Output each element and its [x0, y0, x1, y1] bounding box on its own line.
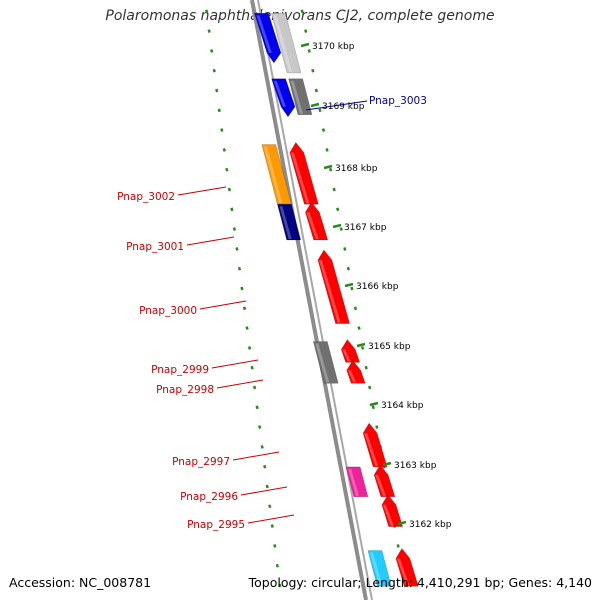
gene-feature-shading: [273, 80, 286, 107]
gene-feature-shading: [348, 468, 359, 496]
scale-tick: [356, 342, 366, 348]
gene-feature-shading: [315, 343, 330, 383]
gene-feature-shading: [290, 152, 310, 204]
gene-label-text[interactable]: Pnap_3001: [126, 241, 184, 253]
gene-feature[interactable]: [340, 338, 361, 363]
gene-label-text[interactable]: Pnap_2999: [151, 364, 209, 376]
gene-label-text[interactable]: Pnap_3003: [369, 95, 427, 107]
gene-label-pnap-2996[interactable]: Pnap_2996: [180, 486, 288, 503]
topology-text: Topology: circular; Length: 4,410,291 bp…: [248, 575, 592, 590]
gene-feature[interactable]: [395, 547, 419, 587]
gene-label-text[interactable]: Pnap_2996: [180, 491, 238, 503]
accession-text: Accession: NC_008781: [9, 575, 152, 590]
gene-feature-shading: [364, 433, 379, 466]
scale-label: 3169 kbp: [322, 102, 365, 112]
leader-line: [186, 236, 235, 246]
scale-label: 3164 kbp: [381, 401, 424, 411]
gene-feature[interactable]: [253, 12, 282, 64]
gene-label-pnap-3003[interactable]: Pnap_3003: [305, 95, 427, 111]
scale-tick: [344, 282, 354, 288]
scale-label: 3166 kbp: [356, 282, 399, 292]
gene-feature-shading: [347, 370, 357, 383]
leader-line: [177, 186, 227, 196]
scale-tick: [300, 42, 310, 48]
gene-label-text[interactable]: Pnap_3002: [117, 191, 175, 203]
gene-label-pnap-3000[interactable]: Pnap_3000: [139, 300, 247, 317]
leader-line: [199, 300, 247, 310]
scale-label: 3165 kbp: [368, 342, 411, 352]
gene-label-pnap-2999[interactable]: Pnap_2999: [151, 359, 259, 376]
gene-feature[interactable]: [288, 78, 313, 115]
gene-feature[interactable]: [373, 464, 396, 498]
gene-label-text[interactable]: Pnap_2997: [172, 456, 230, 468]
genome-backbone: [250, 0, 373, 600]
scale-label: 3167 kbp: [344, 223, 387, 233]
gene-feature-shading: [263, 146, 283, 204]
scale-tick: [369, 401, 379, 407]
gene-feature[interactable]: [289, 141, 319, 205]
leader-line: [247, 514, 295, 524]
scale-labels: 3170 kbp 3169 kbp 3168 kbp 3167 kbp 3166…: [300, 42, 452, 530]
gene-label-text[interactable]: Pnap_3000: [139, 305, 197, 317]
leader-line: [305, 100, 368, 111]
gene-feature[interactable]: [312, 341, 339, 384]
gene-feature-shading: [306, 212, 319, 239]
gene-feature[interactable]: [317, 249, 350, 324]
gene-feature-shading: [256, 15, 272, 53]
gene-feature[interactable]: [345, 466, 369, 498]
scale-tick: [310, 102, 320, 108]
scale-label: 3163 kbp: [394, 461, 437, 471]
gene-feature[interactable]: [381, 494, 404, 527]
leader-line: [240, 486, 288, 496]
leader-line: [232, 451, 280, 461]
gene-feature[interactable]: [362, 422, 388, 468]
gene-feature[interactable]: [346, 359, 366, 384]
gene-feature-shading: [369, 552, 383, 586]
scale-label: 3168 kbp: [335, 164, 378, 174]
gene-label-pnap-3002[interactable]: Pnap_3002: [117, 186, 227, 203]
gene-feature[interactable]: [367, 550, 392, 587]
gene-feature-shading: [382, 504, 394, 526]
inner-tick-ring: [205, 9, 282, 588]
gene-label-text[interactable]: Pnap_2995: [187, 519, 245, 531]
scale-tick: [332, 223, 342, 229]
scale-label: 3170 kbp: [312, 42, 355, 52]
scale-tick: [382, 461, 392, 467]
leader-line: [211, 359, 259, 369]
gene-label-pnap-2998[interactable]: Pnap_2998: [156, 379, 264, 396]
gene-feature-shading: [273, 15, 292, 72]
gene-feature-shading: [318, 260, 341, 323]
gene-labels: Pnap_3003 Pnap_3002 Pnap_3001 Pnap_3000 …: [117, 95, 427, 531]
gene-feature[interactable]: [271, 78, 296, 118]
gene-label-pnap-3001[interactable]: Pnap_3001: [126, 236, 235, 253]
gene-feature-shading: [342, 349, 351, 362]
gene-feature[interactable]: [271, 12, 302, 74]
gene-label-text[interactable]: Pnap_2998: [156, 384, 214, 396]
gene-feature-shading: [279, 206, 292, 239]
gene-feature[interactable]: [277, 203, 302, 241]
scale-label: 3162 kbp: [409, 520, 452, 530]
gene-feature[interactable]: [305, 201, 329, 241]
gene-label-pnap-2997[interactable]: Pnap_2997: [172, 451, 280, 468]
map-title: Polaromonas naphthalenivorans CJ2, compl…: [105, 8, 495, 24]
gene-feature-shading: [290, 80, 303, 114]
gene-features: [253, 12, 419, 587]
scale-tick: [397, 520, 407, 526]
leader-line: [216, 379, 264, 389]
scale-tick: [323, 164, 333, 170]
gene-feature-shading: [396, 558, 410, 586]
gene-feature-shading: [375, 474, 386, 496]
gene-label-pnap-2995[interactable]: Pnap_2995: [187, 514, 295, 531]
